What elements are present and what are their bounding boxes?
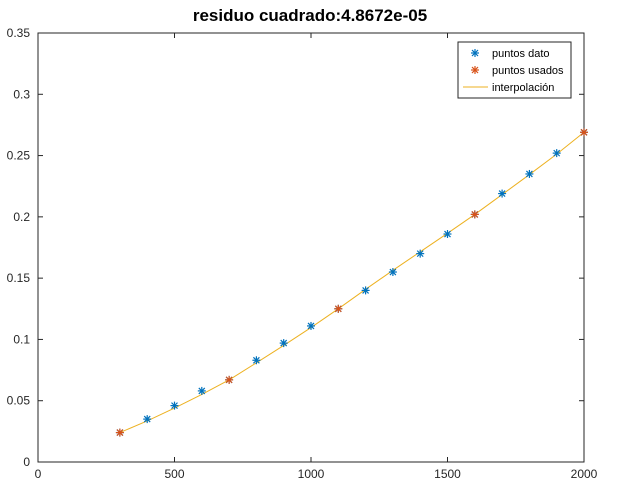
data-point-puntos-usados — [470, 210, 479, 219]
data-point-puntos-usados-stroke — [334, 305, 342, 313]
x-tick-label: 2000 — [571, 467, 598, 481]
data-point-puntos-usados-stroke — [116, 429, 124, 437]
series-line-interpolacion — [119, 131, 585, 434]
y-tick-label: 0.15 — [7, 271, 31, 285]
data-point-puntos-dato-stroke — [280, 339, 288, 347]
legend-entry: puntos usados — [471, 65, 564, 77]
data-point-puntos-dato — [416, 249, 425, 258]
data-point-puntos-usados-stroke — [471, 210, 479, 218]
data-point-puntos-dato — [307, 321, 315, 330]
data-point-puntos-dato — [197, 386, 206, 395]
data-point-puntos-dato-stroke — [416, 250, 424, 258]
data-point-puntos-usados — [334, 304, 343, 313]
legend-marker-stroke — [471, 66, 479, 74]
data-point-puntos-dato-stroke — [252, 356, 260, 364]
data-point-puntos-usados-stroke — [580, 128, 588, 136]
data-point-puntos-dato — [525, 169, 534, 178]
legend-label: interpolación — [492, 82, 554, 94]
data-point-puntos-dato — [252, 356, 261, 365]
data-point-puntos-dato-stroke — [444, 230, 451, 238]
x-tick-label: 1000 — [298, 467, 325, 481]
y-tick-label: 0.1 — [13, 332, 30, 346]
legend-entry: puntos dato — [471, 48, 550, 60]
data-point-puntos-dato — [388, 268, 397, 277]
data-point-puntos-usados-stroke — [225, 376, 233, 384]
data-point-puntos-usados — [580, 128, 588, 137]
x-tick-label: 0 — [35, 467, 42, 481]
y-tick-label: 0.35 — [7, 26, 31, 40]
y-tick-label: 0.25 — [7, 149, 31, 163]
x-tick-label: 500 — [164, 467, 184, 481]
data-point-puntos-dato — [143, 415, 152, 424]
y-tick-label: 0.2 — [13, 210, 30, 224]
data-point-puntos-dato-stroke — [498, 190, 506, 197]
y-tick-label: 0 — [23, 455, 30, 469]
data-point-puntos-dato-stroke — [198, 387, 206, 395]
data-point-puntos-dato — [552, 149, 561, 158]
data-point-puntos-dato — [498, 189, 507, 198]
data-point-puntos-dato-stroke — [525, 170, 533, 178]
x-tick-label: 1500 — [434, 467, 461, 481]
legend-label: puntos usados — [492, 65, 564, 77]
legend-entry: interpolación — [463, 82, 554, 94]
y-tick-label: 0.05 — [7, 394, 31, 408]
data-point-puntos-dato-stroke — [307, 322, 315, 330]
legend: puntos dato puntos usados interpolación — [457, 41, 572, 99]
plot-area: 0 500 1000 1500 2000 0 0.05 0.1 0.15 0.2 0.25 0.3 0.… — [7, 26, 598, 481]
data-point-puntos-dato-stroke — [389, 268, 397, 276]
data-point-puntos-dato — [279, 339, 288, 348]
data-point-puntos-dato-stroke — [171, 402, 178, 410]
data-point-puntos-usados — [115, 428, 124, 437]
legend-marker — [471, 49, 479, 57]
data-point-puntos-dato-stroke — [362, 286, 370, 294]
data-point-puntos-usados — [225, 375, 234, 384]
data-point-puntos-dato-stroke — [143, 415, 151, 423]
legend-marker — [471, 66, 479, 74]
data-point-puntos-dato-stroke — [553, 149, 561, 157]
data-point-puntos-dato — [443, 230, 452, 239]
data-point-puntos-dato — [361, 286, 370, 295]
legend-label: puntos dato — [492, 48, 550, 60]
y-tick-label: 0.3 — [13, 87, 30, 101]
data-point-puntos-dato — [170, 401, 179, 410]
legend-marker-stroke — [471, 49, 479, 57]
chart-title: residuo cuadrado:4.8672e-05 — [193, 6, 427, 25]
